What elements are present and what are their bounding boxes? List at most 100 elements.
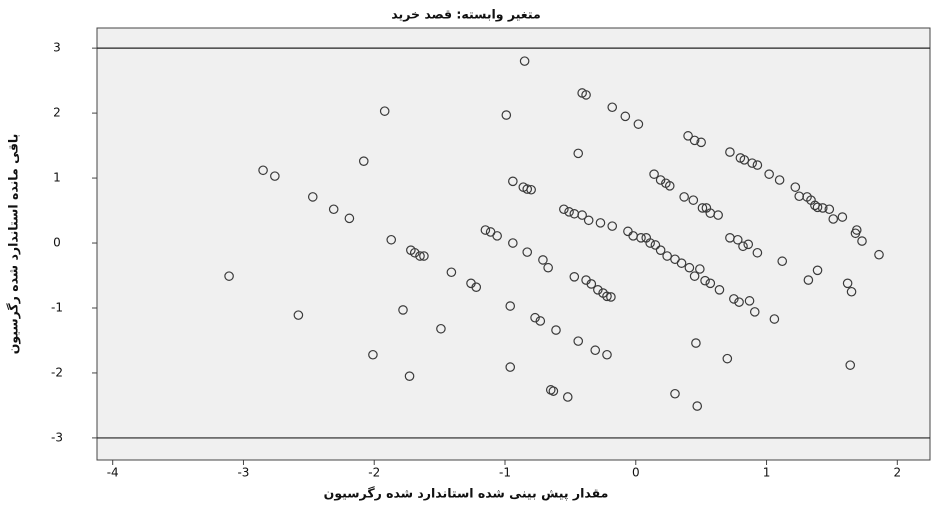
point (722, 353, 733, 364)
point (559, 204, 569, 215)
point (743, 239, 754, 250)
point (689, 135, 700, 146)
point (548, 386, 559, 396)
point (713, 210, 723, 220)
point (744, 296, 755, 306)
point (874, 249, 884, 260)
point (471, 282, 482, 292)
point (812, 202, 823, 213)
point (688, 195, 699, 205)
x-tick-label: -4 (107, 466, 119, 480)
point (577, 210, 587, 220)
y-tick-label: 1 (53, 171, 61, 185)
point (764, 169, 774, 179)
point (824, 204, 835, 215)
point (415, 251, 425, 261)
point (696, 137, 706, 148)
point (258, 165, 268, 176)
point (747, 158, 757, 168)
point (655, 175, 666, 185)
point (749, 307, 760, 317)
point (508, 176, 518, 187)
point (817, 203, 828, 213)
point (697, 203, 708, 213)
point (803, 275, 814, 285)
point (526, 184, 536, 195)
point (508, 238, 518, 248)
point (590, 345, 601, 356)
point (602, 291, 612, 302)
point (676, 258, 687, 268)
point (679, 192, 689, 202)
point (645, 238, 655, 248)
point (562, 392, 573, 402)
point (812, 265, 823, 276)
point (538, 255, 548, 265)
point (480, 225, 491, 235)
point (705, 278, 716, 289)
point (522, 184, 533, 194)
point (732, 234, 743, 245)
x-tick-label: 0 (632, 466, 640, 480)
point (386, 234, 397, 245)
point (583, 215, 594, 226)
x-tick-label: 1 (763, 466, 771, 480)
point (573, 148, 584, 159)
point (777, 256, 788, 267)
point (683, 131, 693, 141)
point (739, 155, 750, 165)
point (595, 218, 606, 228)
point (492, 231, 502, 241)
point (752, 247, 763, 258)
point (684, 262, 695, 273)
chart-title: متغیر وابسته: قصد خرید (391, 7, 540, 22)
point (358, 156, 369, 166)
point (436, 323, 446, 334)
point (828, 214, 839, 224)
point (664, 181, 675, 191)
x-tick-label: -3 (237, 466, 249, 480)
point (569, 272, 580, 282)
point (307, 192, 318, 202)
point (842, 278, 853, 289)
point (845, 360, 856, 370)
point (607, 102, 618, 113)
point (837, 212, 848, 222)
point (419, 251, 429, 261)
point (344, 213, 355, 224)
point (328, 204, 339, 215)
y-tick-label: -2 (51, 365, 63, 379)
point (752, 160, 763, 170)
point (620, 111, 631, 122)
point (586, 279, 597, 289)
point (691, 338, 701, 348)
point (505, 362, 516, 372)
x-tick-label: -2 (368, 466, 380, 480)
point (224, 271, 234, 281)
y-tick-label: 0 (53, 236, 61, 250)
point (850, 228, 861, 239)
x-tick-label: 2 (893, 466, 901, 480)
point (581, 90, 591, 100)
y-axis-label: باقی مانده استاندارد شده رگرسیون (6, 134, 21, 355)
point (633, 119, 644, 129)
point (774, 175, 785, 185)
point (551, 325, 561, 335)
point (714, 284, 725, 295)
point (695, 264, 705, 274)
point (734, 297, 744, 307)
point (738, 241, 748, 252)
point (857, 236, 867, 246)
point (564, 207, 574, 217)
point (573, 336, 584, 346)
point (725, 147, 735, 157)
point (293, 310, 304, 320)
point (729, 294, 739, 304)
point (270, 171, 280, 181)
point (501, 110, 512, 120)
y-tick-label: 3 (53, 41, 61, 55)
point (662, 251, 672, 261)
point (650, 240, 661, 250)
point (543, 262, 553, 273)
